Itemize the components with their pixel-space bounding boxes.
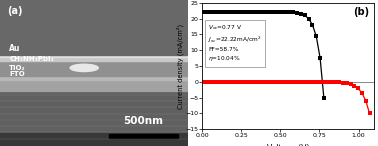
Text: TiO₂: TiO₂ bbox=[9, 65, 26, 71]
Text: $V_{oc}$=0.77 V
$J_{sc}$=22.22mA/cm$^2$
FF=58.7%
$\eta$=10.04%: $V_{oc}$=0.77 V $J_{sc}$=22.22mA/cm$^2$ … bbox=[209, 24, 262, 64]
Text: (a): (a) bbox=[8, 6, 23, 16]
Text: 500nm: 500nm bbox=[123, 116, 163, 126]
Y-axis label: Current density (mA/cm²): Current density (mA/cm²) bbox=[176, 24, 184, 109]
Text: CH₃NH₃PbI₃: CH₃NH₃PbI₃ bbox=[9, 56, 54, 62]
Text: (b): (b) bbox=[353, 7, 369, 17]
Text: Au: Au bbox=[9, 44, 21, 53]
Text: FTO: FTO bbox=[9, 71, 25, 77]
Ellipse shape bbox=[70, 64, 98, 72]
X-axis label: Voltage (V): Voltage (V) bbox=[267, 144, 310, 146]
